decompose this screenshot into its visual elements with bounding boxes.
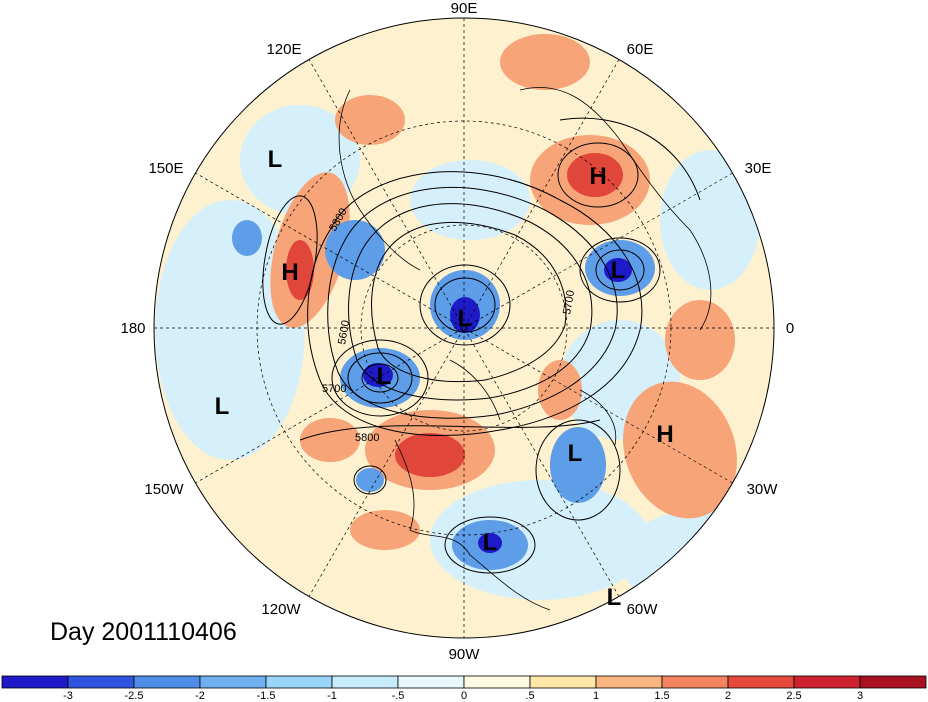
lon-label-120e: 120E (266, 41, 301, 58)
strong-positive-anomalies (286, 153, 623, 477)
colorbar-swatch (661, 675, 729, 689)
low-center: L (568, 440, 583, 467)
colorbar-tick-label: 2.5 (786, 690, 801, 702)
colorbar-tick-label: 3 (857, 690, 863, 702)
low-center-hidden: L (513, 229, 528, 256)
low-center: L (483, 529, 498, 556)
colorbar-swatch (727, 675, 795, 689)
lon-label-30w: 30W (747, 481, 779, 498)
negative-anomalies (232, 220, 655, 570)
contour-labels: 5800 5600 5700 5800 5700 (322, 206, 577, 444)
contour-label: 5600 (336, 319, 352, 345)
lon-label-180: 180 (120, 320, 145, 337)
colorbar-swatch (199, 675, 267, 689)
lon-label-0: 0 (786, 320, 794, 337)
low-center-hidden: L (563, 167, 578, 194)
graticule (154, 18, 774, 638)
colorbar-tick-label: -.5 (392, 690, 405, 702)
coastlines (338, 87, 712, 611)
colorbar-tick-label: -2.5 (125, 690, 144, 702)
colorbar-swatch (595, 675, 663, 689)
height-contours (262, 117, 701, 574)
lon-label-150e: 150E (148, 160, 183, 177)
weak-negative-anomalies (155, 105, 774, 610)
lon-label-90e: 90E (451, 0, 478, 17)
lon-label-60w: 60W (627, 601, 659, 618)
colorbar-tick-label: .5 (525, 690, 534, 702)
contour-label: 5700 (561, 289, 577, 315)
colorbar-tick-label: 1.5 (654, 690, 669, 702)
colorbar-tick-label: 0 (461, 690, 467, 702)
low-center: L (215, 393, 230, 420)
high-center: H (656, 421, 673, 448)
colorbar-swatch (133, 675, 201, 689)
colorbar-swatch (463, 675, 531, 689)
colorbar-swatch (1, 675, 69, 689)
colorbar-swatch (331, 675, 399, 689)
high-center: H (281, 259, 298, 286)
colorbar-swatch (265, 675, 333, 689)
colorbar-swatch (67, 675, 135, 689)
high-center: H (589, 163, 606, 190)
lon-label-120w: 120W (261, 601, 301, 618)
colorbar-tick-label: -2 (195, 690, 205, 702)
colorbar-tick-label: 1 (593, 690, 599, 702)
colorbar: -3 -2.5 -2 -1.5 -1 -.5 0 .5 1 1.5 2 2.5 3 (1, 675, 927, 702)
map-disk (154, 18, 774, 638)
colorbar-tick-label: 2 (725, 690, 731, 702)
low-center: L (611, 257, 626, 284)
longitude-labels: 90E 60E 30E 0 30W 60W 90W 120W 150W 180 … (120, 0, 794, 663)
low-center: L (458, 305, 473, 332)
contour-label: 5700 (322, 383, 346, 395)
pressure-centers: H H H L L L L L L L L L L (215, 146, 674, 611)
colorbar-swatch (397, 675, 465, 689)
colorbar-tick-label: -1.5 (257, 690, 276, 702)
colorbar-swatch (793, 675, 861, 689)
page-title: Day 2001110406 (50, 618, 237, 646)
low-center: L (377, 363, 392, 390)
map-border (153, 17, 775, 639)
lon-label-90w: 90W (449, 646, 481, 663)
low-center: L (268, 146, 283, 173)
colorbar-swatch (529, 675, 597, 689)
colorbar-tick-label: -3 (63, 690, 73, 702)
lon-label-30e: 30E (745, 160, 772, 177)
lon-label-150w: 150W (144, 481, 184, 498)
colorbar-tick-label: -1 (327, 690, 337, 702)
colorbar-swatch (859, 675, 927, 689)
low-center: L (607, 584, 622, 611)
lon-label-60e: 60E (627, 41, 654, 58)
contour-label: 5800 (355, 432, 379, 444)
strong-negative-anomalies (363, 258, 632, 553)
